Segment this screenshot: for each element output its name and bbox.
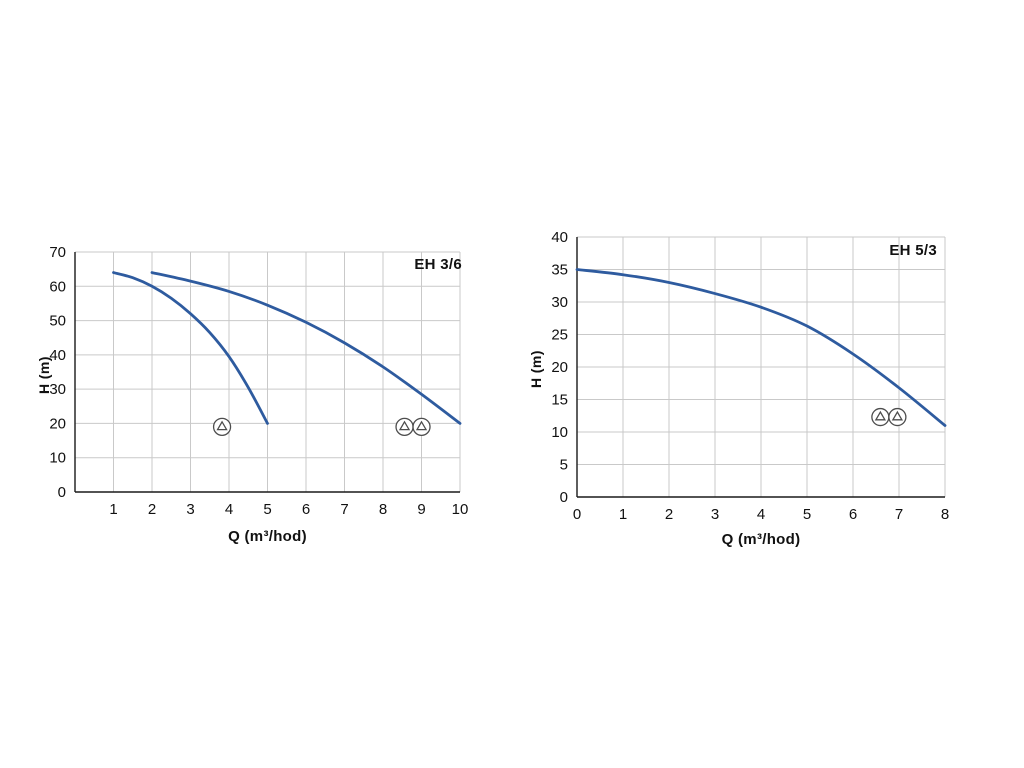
x-tick-label: 4 [225, 501, 233, 518]
y-tick-label: 50 [49, 313, 66, 330]
x-tick-label: 6 [849, 506, 857, 523]
x-tick-label: 1 [109, 501, 117, 518]
gridlines [75, 251, 461, 492]
x-tick-label: 2 [665, 506, 673, 523]
x-tick-label: 5 [263, 501, 271, 518]
pump-curve-0 [575, 268, 947, 427]
y-tick-label: 20 [49, 415, 66, 432]
y-tick-label: 40 [49, 347, 66, 364]
x-tick-label: 7 [340, 501, 348, 518]
x-axis-label: Q (m³/hod) [228, 528, 307, 545]
plot-area-eh-3-6: 1 2 3 4 5 6 7 8 9 10 0 10 20 30 40 50 60 70 [49, 244, 468, 518]
x-tick-label: 7 [895, 506, 903, 523]
single-pump-icon [212, 417, 232, 437]
y-tick-label: 10 [49, 450, 66, 467]
y-tick-label: 25 [551, 327, 568, 344]
y-tick-label: 0 [58, 484, 66, 501]
x-tick-label: 0 [573, 506, 581, 523]
chart-eh-5-3: H (m) 0 1 2 3 4 5 6 7 8 0 5 10 15 20 25 30 35 40 EH 5/3 Q… [520, 219, 960, 559]
x-tick-label: 9 [417, 501, 425, 518]
x-tick-label: 8 [379, 501, 387, 518]
x-tick-label: 1 [619, 506, 627, 523]
plot-area-eh-5-3: 0 1 2 3 4 5 6 7 8 0 5 10 15 20 25 30 35 40 [551, 229, 949, 523]
x-tick-label: 6 [302, 501, 310, 518]
x-tick-label: 4 [757, 506, 765, 523]
twin-pump-icon [395, 417, 431, 437]
axes [74, 252, 460, 493]
twin-pump-icon [871, 407, 907, 427]
y-tick-label: 60 [49, 278, 66, 295]
y-tick-label: 30 [49, 381, 66, 398]
chart-title: EH 5/3 [889, 242, 937, 259]
x-axis-label: Q (m³/hod) [721, 531, 801, 548]
y-tick-label: 70 [49, 244, 66, 261]
gridlines [577, 236, 946, 497]
x-tick-label: 3 [186, 501, 194, 518]
x-tick-label: 3 [711, 506, 719, 523]
x-tick-label: 2 [148, 501, 156, 518]
chart-eh-3-6: H (m) 1 2 3 4 5 6 7 8 9 10 0 10 20 30 40 50 60 70 EH 3/6 … [28, 234, 478, 554]
y-tick-label: 10 [551, 424, 568, 441]
pump-curve-1 [150, 271, 462, 425]
pump-curve-0 [112, 271, 269, 425]
axes [576, 237, 945, 498]
y-tick-label: 20 [551, 359, 568, 376]
x-tick-label: 5 [803, 506, 811, 523]
tick-labels: 1 2 3 4 5 6 7 8 9 10 0 10 20 30 40 50 60 70 [49, 244, 468, 518]
y-tick-label: 35 [551, 262, 568, 279]
tick-labels: 0 1 2 3 4 5 6 7 8 0 5 10 15 20 25 30 35 40 [551, 229, 949, 523]
y-tick-label: 15 [551, 392, 568, 409]
x-tick-label: 8 [941, 506, 949, 523]
x-tick-label: 10 [452, 501, 469, 518]
y-tick-label: 30 [551, 294, 568, 311]
y-tick-label: 40 [551, 229, 568, 246]
chart-title: EH 3/6 [414, 256, 462, 273]
y-tick-label: 5 [560, 457, 568, 474]
y-tick-label: 0 [560, 489, 568, 506]
